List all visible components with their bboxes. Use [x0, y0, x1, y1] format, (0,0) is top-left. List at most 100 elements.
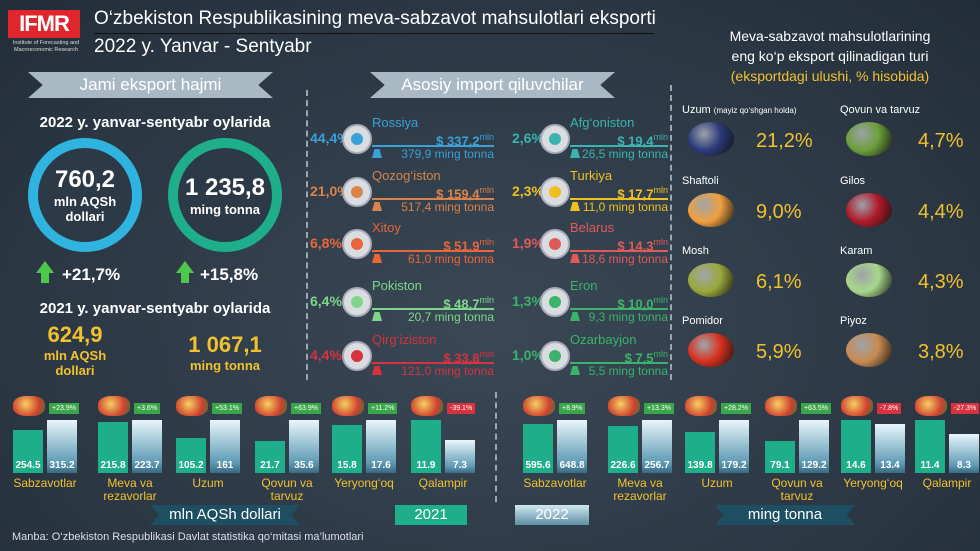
- tons-value: 1 235,8: [184, 173, 266, 201]
- prev-tons-unit: ming tonna: [189, 358, 261, 373]
- bar-group: 14.6 13.4: [841, 420, 905, 473]
- importer-row: 21,0% Qozog‘iston $ 159,4mln 517,4 ming ton…: [310, 169, 494, 215]
- bar-group: 15.8 17.6: [332, 420, 396, 473]
- product-label: Shaftoli: [682, 175, 719, 187]
- bar-value-2021: 21.7: [260, 460, 280, 471]
- importer-usd: $ 14,3mln: [617, 235, 668, 253]
- product-image: [688, 122, 734, 156]
- importer-pie: [342, 287, 372, 317]
- bar-value-2022: 161: [216, 460, 234, 471]
- importer-tons: 517,4 ming tonna: [401, 200, 494, 214]
- bar-value-2022: 8.3: [957, 460, 971, 471]
- bar-value-2022: 35.6: [294, 460, 314, 471]
- bar-value-2022: 13.4: [880, 460, 900, 471]
- importer-usd-unit: mln: [653, 295, 668, 305]
- importer-share: 2,3%: [512, 183, 544, 199]
- importer-usd: $ 159,4mln: [436, 183, 494, 201]
- category-label: Sabzavotlar: [13, 476, 77, 490]
- flag-icon: [549, 186, 561, 198]
- prev-tons-value: 1 067,1: [188, 332, 262, 357]
- products-title-line3: (eksportdagi ulushi, % hisobida): [730, 68, 930, 84]
- importer-row: 1,3% Eron $ 10,0mln 9,3 ming tonna: [512, 279, 668, 325]
- separator: [670, 85, 672, 380]
- importer-usd-unit: mln: [653, 349, 668, 359]
- usd-unit: mln AQSh dollari: [53, 194, 117, 224]
- product-name: Qovun va tarvuz: [840, 104, 921, 116]
- product-image: [846, 122, 892, 156]
- importer-tons: 20,7 ming tonna: [407, 310, 494, 324]
- importer-tons: 5,5 ming tonna: [588, 364, 668, 378]
- importer-pie: [342, 124, 372, 154]
- importer-usd: $ 337,2mln: [436, 130, 494, 148]
- importer-pie: [540, 229, 570, 259]
- importer-share: 6,8%: [310, 235, 342, 251]
- importer-share: 2,6%: [512, 130, 544, 146]
- importer-pie: [342, 177, 372, 207]
- importer-row: 2,3% Turkiya $ 17,7mln 11,0 ming tonna: [512, 169, 668, 215]
- product-label: Qovun va tarvuz: [840, 104, 920, 116]
- product-image: [846, 263, 892, 297]
- product-share: 21,2%: [756, 130, 813, 152]
- weight-icon: [372, 254, 382, 263]
- legend-2022: 2022: [515, 505, 589, 525]
- bar-group: 21.7 35.6: [255, 420, 319, 473]
- produce-icon: [255, 396, 287, 416]
- importer-tons: 9,3 ming tonna: [588, 310, 668, 324]
- produce-icon: [13, 396, 45, 416]
- importer-usd-unit: mln: [479, 185, 494, 195]
- bar-value-2022: 223.7: [134, 460, 160, 471]
- weight-icon: [570, 254, 580, 263]
- importer-usd-value: $ 17,7: [617, 186, 654, 202]
- importer-usd-unit: mln: [479, 295, 494, 305]
- product-share: 4,3%: [918, 271, 964, 293]
- bar-2022: [875, 424, 905, 473]
- flag-icon: [351, 350, 363, 362]
- bar-value-2021: 226.6: [610, 460, 636, 471]
- separator: [495, 392, 497, 502]
- bar-value-2022: 179.2: [721, 460, 747, 471]
- category-label: Qovun va tarvuz: [261, 476, 313, 503]
- tons-circle: 1 235,8 ming tonna: [168, 138, 282, 252]
- importer-usd-value: $ 14,3: [617, 238, 654, 254]
- ifmr-logo: IFMR: [8, 10, 80, 38]
- bar-group: 215.8 223.7: [98, 420, 162, 473]
- importer-name: Qozog‘iston: [372, 168, 441, 183]
- change-badge: +11.2%: [368, 403, 398, 414]
- importer-usd-unit: mln: [479, 237, 494, 247]
- product-label: Pomidor: [682, 315, 723, 327]
- product-share: 5,9%: [756, 341, 802, 363]
- flag-icon: [549, 133, 561, 145]
- product-note: (mayiz qo‘shgan holda): [713, 106, 797, 115]
- period-2022: 2022 y. yanvar-sentyabr oylarida: [39, 114, 271, 131]
- importer-underline: [570, 308, 668, 310]
- bar-group: 11.4 8.3: [915, 420, 979, 473]
- product-label: Uzum (mayiz qo‘shgan holda): [682, 104, 797, 116]
- bar-2021: [411, 420, 441, 473]
- growth-tons: +15,8%: [200, 265, 259, 284]
- importer-usd-unit: mln: [653, 132, 668, 142]
- growth-usd: +21,7%: [62, 265, 121, 284]
- change-badge: +63.5%: [801, 403, 831, 414]
- category-label: Uzum: [701, 476, 733, 490]
- bar-value-2022: 315.2: [49, 460, 75, 471]
- importer-usd-unit: mln: [653, 237, 668, 247]
- category-label: Yeryong‘oq: [334, 476, 394, 490]
- importer-name: Ozarbayjon: [570, 332, 637, 347]
- produce-icon: [685, 396, 717, 416]
- importer-row: 1,0% Ozarbayjon $ 7,5mln 5,5 ming tonna: [512, 333, 668, 379]
- produce-icon: [523, 396, 555, 416]
- importer-name: Xitoy: [372, 220, 401, 235]
- importer-row: 4,4% Qirg‘iziston $ 33,8mln 121,0 ming tonn…: [310, 333, 494, 379]
- page-title: O‘zbekiston Respublikasining meva-sabzav…: [94, 8, 656, 29]
- importer-tons: 18,6 ming tonna: [581, 252, 668, 266]
- importer-usd-value: $ 51,9: [443, 238, 480, 254]
- flag-icon: [549, 238, 561, 250]
- total-export-banner: Jami eksport hajmi: [28, 72, 273, 98]
- importer-underline: [372, 145, 494, 147]
- importer-usd: $ 19,4mln: [617, 130, 668, 148]
- bar-2022: [132, 420, 162, 473]
- importer-share: 44,4%: [310, 130, 350, 146]
- weight-icon: [570, 202, 580, 211]
- bar-2021: [13, 430, 43, 473]
- weight-icon: [570, 366, 580, 375]
